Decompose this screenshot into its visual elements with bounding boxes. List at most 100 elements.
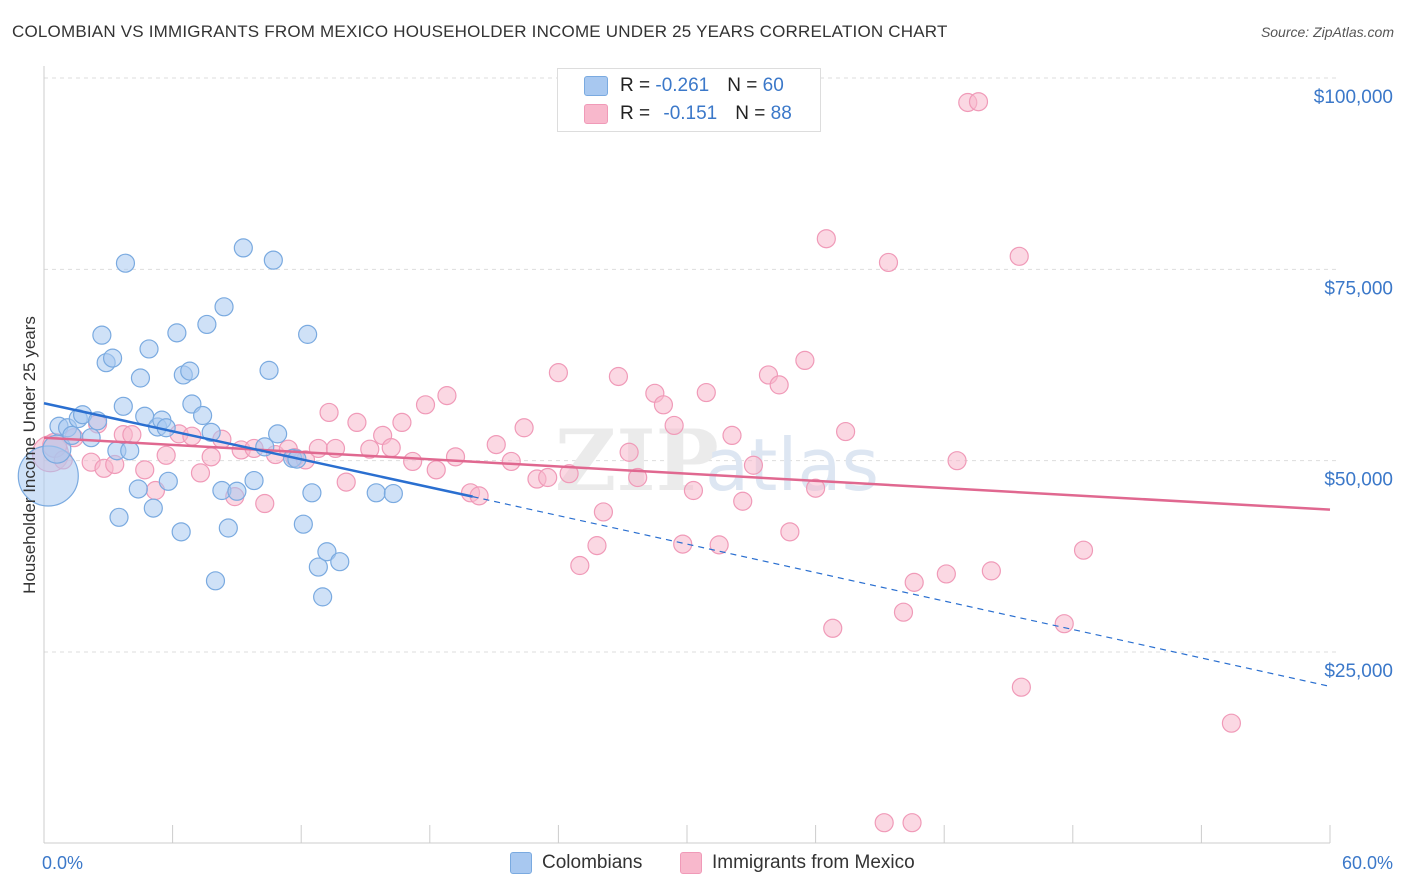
tick-labels: $25,000 $50,000 $75,000 $100,000 0.0% 60.0%: [42, 87, 1393, 873]
data-point: [514, 418, 534, 438]
data-point: [180, 361, 200, 381]
series-colombians-points: [17, 238, 403, 607]
data-point: [769, 375, 789, 395]
trend-lines: [43, 402, 1331, 688]
data-point: [158, 471, 178, 491]
data-point: [308, 557, 328, 577]
data-point: [313, 587, 333, 607]
data-point: [268, 424, 288, 444]
data-point: [381, 438, 401, 458]
x-tick-label: 60.0%: [1342, 853, 1393, 873]
chart-title: COLOMBIAN VS IMMIGRANTS FROM MEXICO HOUS…: [12, 22, 948, 41]
data-point: [904, 572, 924, 592]
data-point: [293, 514, 313, 534]
data-point: [171, 522, 191, 542]
data-point: [130, 368, 151, 388]
legend-item-colombians[interactable]: Colombians: [510, 852, 642, 874]
stats-n-label: N =: [735, 103, 771, 124]
data-point: [113, 396, 133, 416]
data-point: [683, 480, 704, 501]
data-point: [501, 451, 521, 472]
data-point: [936, 564, 956, 584]
legend-swatch-colombians: [510, 852, 532, 874]
data-point: [1009, 246, 1029, 266]
stats-n-label: N =: [727, 75, 763, 96]
legend-item-mexico[interactable]: Immigrants from Mexico: [680, 852, 915, 874]
data-point: [816, 229, 836, 249]
data-point: [437, 386, 457, 406]
legend-label-mexico: Immigrants from Mexico: [712, 852, 915, 873]
data-point: [201, 447, 221, 467]
data-point: [156, 445, 176, 465]
data-point: [298, 324, 318, 344]
data-point: [1011, 677, 1031, 697]
stats-r-value: -0.261: [655, 75, 710, 96]
data-point: [538, 467, 558, 488]
data-point: [62, 425, 82, 446]
data-point: [92, 325, 112, 345]
data-point: [214, 297, 234, 317]
data-point: [587, 536, 607, 556]
data-point: [308, 438, 328, 459]
data-point: [330, 552, 350, 572]
data-point: [548, 363, 569, 383]
data-point: [722, 425, 742, 446]
stats-r-label: R =: [620, 103, 656, 124]
data-point: [628, 467, 648, 488]
stats-row-colombians: R = -0.261 N = 60: [584, 73, 784, 99]
data-point: [664, 415, 684, 436]
data-point: [366, 483, 386, 503]
data-point: [696, 382, 716, 403]
stats-n-value: 88: [770, 103, 792, 124]
data-point: [360, 439, 380, 459]
data-point: [780, 522, 800, 542]
legend-swatch-mexico: [680, 852, 702, 874]
data-point: [190, 463, 211, 483]
data-point: [403, 451, 423, 472]
data-point: [120, 441, 140, 461]
data-point: [193, 405, 213, 426]
y-tick-label: $75,000: [1324, 278, 1393, 299]
stats-r-value: -0.151: [663, 103, 718, 124]
data-point: [426, 460, 446, 480]
data-point: [347, 412, 367, 432]
data-point: [570, 555, 590, 576]
y-tick-label: $100,000: [1314, 87, 1393, 108]
data-point: [893, 602, 914, 622]
stats-legend: R = -0.261 N = 60 R = -0.151 N = 88: [557, 68, 821, 132]
data-point: [218, 518, 238, 538]
legend-label-colombians: Colombians: [542, 852, 643, 873]
data-point: [733, 491, 753, 511]
data-point: [743, 455, 764, 475]
data-point: [874, 813, 894, 833]
trend-line-colombians-extension: [472, 496, 1331, 688]
y-tick-label: $25,000: [1324, 661, 1393, 682]
data-point: [1073, 540, 1094, 560]
data-point: [608, 366, 629, 387]
stats-row-mexico: R = -0.151 N = 88: [584, 101, 792, 127]
series-mexico-points: [31, 92, 1242, 833]
data-point: [263, 250, 283, 270]
stats-swatch-mexico: [584, 104, 608, 124]
data-point: [878, 252, 899, 273]
data-point: [1054, 614, 1074, 634]
data-point: [122, 425, 142, 445]
data-point: [445, 447, 466, 467]
data-point: [619, 442, 639, 462]
grid-lines: [44, 77, 1338, 653]
data-point: [201, 422, 221, 442]
data-point: [259, 360, 279, 380]
data-point: [109, 507, 129, 527]
data-point: [902, 813, 922, 833]
data-point: [81, 428, 101, 448]
data-point: [336, 472, 356, 492]
stats-r-label: R =: [620, 75, 656, 96]
data-point: [836, 421, 856, 442]
data-point: [317, 542, 337, 562]
data-point: [981, 561, 1001, 581]
data-point: [823, 618, 843, 638]
data-point: [255, 493, 275, 514]
trend-line-colombians: [43, 402, 473, 498]
data-point: [102, 348, 123, 368]
